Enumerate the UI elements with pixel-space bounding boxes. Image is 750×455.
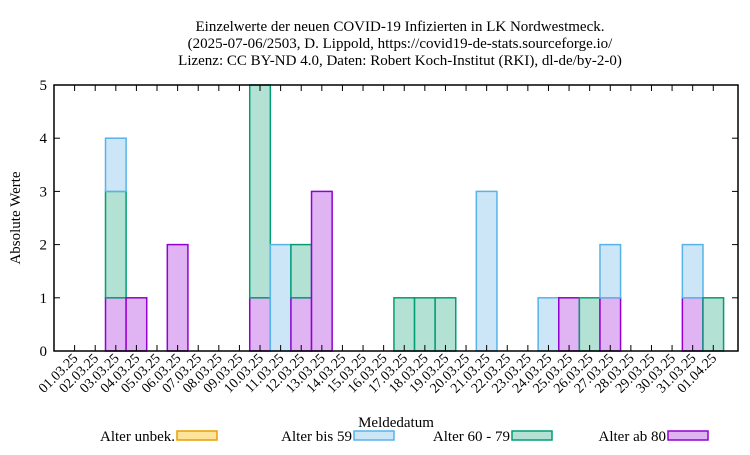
bar-alter-60-79: [413, 297, 436, 352]
plot-frame: [53, 84, 739, 352]
bar-alter-bis-59: [475, 190, 498, 352]
bar-alter-ab-80: [310, 190, 333, 352]
bar-alter-ab-80: [558, 297, 581, 352]
bar-alter-ab-80: [104, 297, 127, 352]
bar-alter-ab-80: [248, 297, 272, 352]
bar-alter-ab-80: [125, 297, 148, 352]
bar-alter-60-79: [393, 297, 416, 352]
y-axis-label: Absolute Werte: [8, 171, 24, 264]
y-tick-label: 5: [40, 78, 48, 94]
legend-swatch: [176, 430, 218, 441]
bar-alter-bis-59: [599, 243, 622, 299]
legend-label: Alter bis 59: [281, 429, 352, 445]
y-tick-label: 4: [40, 131, 48, 147]
bar-alter-ab-80: [166, 243, 189, 352]
legend-swatch: [667, 430, 709, 441]
legend-label: Alter ab 80: [599, 429, 666, 445]
bar-alter-bis-59: [537, 297, 560, 352]
y-tick-label: 2: [40, 238, 48, 254]
chart-title-line-2: (2025-07-06/2503, D. Lippold, https://co…: [188, 36, 613, 52]
y-tick-label: 0: [40, 344, 48, 360]
y-tick-label: 3: [40, 184, 48, 200]
bar-alter-60-79: [578, 297, 601, 352]
bar-alter-60-79: [434, 297, 457, 352]
x-axis-label: Meldedatum: [358, 415, 434, 431]
bar-alter-ab-80: [681, 297, 704, 352]
bar-alter-60-79: [104, 190, 127, 299]
legend-label: Alter 60 - 79: [433, 429, 510, 445]
legend-swatch: [353, 430, 395, 441]
legend-label: Alter unbek.: [100, 429, 175, 445]
bar-alter-bis-59: [104, 137, 127, 193]
chart-title-line-3: Lizenz: CC BY-ND 4.0, Daten: Robert Koch…: [178, 53, 622, 69]
bar-alter-60-79: [290, 243, 313, 299]
bar-alter-ab-80: [290, 297, 313, 352]
bar-alter-bis-59: [681, 243, 704, 299]
legend-swatch: [511, 430, 553, 441]
bar-alter-60-79: [248, 84, 272, 299]
bar-alter-bis-59: [269, 243, 292, 352]
bar-alter-60-79: [702, 297, 725, 352]
y-tick-label: 1: [40, 291, 48, 307]
bar-alter-ab-80: [599, 297, 622, 352]
chart-title-line-1: Einzelwerte der neuen COVID-19 Infiziert…: [195, 19, 604, 35]
